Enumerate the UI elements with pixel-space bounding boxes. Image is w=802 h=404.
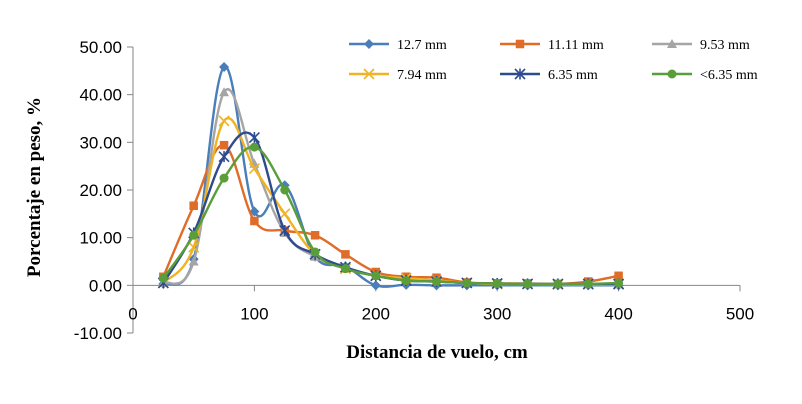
data-point <box>614 271 623 281</box>
legend-item: 12.7 mm <box>349 38 447 53</box>
legend-label: 11.11 mm <box>548 38 604 53</box>
series-5 <box>158 142 624 289</box>
data-point <box>219 62 230 73</box>
y-tick-label: 40.00 <box>79 86 122 105</box>
x-tick-label: 0 <box>128 304 137 323</box>
data-point <box>370 280 381 291</box>
data-point <box>218 151 230 163</box>
x-tick-label: 500 <box>726 304 754 323</box>
data-point <box>401 276 411 286</box>
x-tick-label: 200 <box>362 304 390 323</box>
x-axis-title: Distancia de vuelo, cm <box>346 342 528 363</box>
y-tick-label: 0.00 <box>89 276 122 295</box>
legend-item: <6.35 mm <box>652 68 758 83</box>
x-tick-label: 300 <box>483 304 511 323</box>
legend-item: 11.11 mm <box>500 38 604 53</box>
legend-marker <box>667 39 677 48</box>
series-4 <box>157 131 625 290</box>
data-point <box>188 256 199 266</box>
data-point <box>432 277 441 287</box>
data-point <box>553 279 563 289</box>
legend-label: <6.35 mm <box>700 68 758 83</box>
data-point <box>279 224 291 237</box>
legend-label: 12.7 mm <box>397 38 447 53</box>
data-point <box>371 271 381 281</box>
legend-label: 6.35 mm <box>548 68 598 83</box>
data-point <box>341 250 350 259</box>
legend-label: 7.94 mm <box>397 68 447 83</box>
legend-item: 7.94 mm <box>349 68 447 83</box>
legend-marker <box>667 69 677 79</box>
series-line <box>162 145 619 286</box>
data-point <box>310 247 320 257</box>
data-point <box>218 115 230 127</box>
data-point <box>310 231 320 240</box>
y-tick-label: 10.00 <box>79 229 122 248</box>
data-point <box>219 173 229 183</box>
data-point <box>583 279 593 289</box>
data-point <box>340 264 350 274</box>
data-point <box>248 132 260 144</box>
y-axis-title: Porcentaje en peso, % <box>24 97 45 277</box>
data-point <box>492 278 502 288</box>
legend-marker <box>514 68 526 80</box>
data-point <box>189 201 198 210</box>
data-point <box>614 278 624 288</box>
legend-marker <box>364 39 374 49</box>
x-tick-label: 100 <box>240 304 268 323</box>
data-point <box>188 241 200 253</box>
legend-marker <box>363 68 375 80</box>
data-point <box>249 142 259 152</box>
legend-marker <box>515 39 525 49</box>
series-1 <box>159 140 623 289</box>
data-point <box>158 273 168 283</box>
data-point <box>280 185 290 195</box>
y-tick-label: 50.00 <box>79 38 122 57</box>
data-point <box>219 87 230 97</box>
legend-item: 6.35 mm <box>500 68 598 83</box>
data-point <box>219 140 229 150</box>
data-point <box>250 216 259 226</box>
data-point <box>189 230 199 240</box>
legend: 12.7 mm 11.11 mm 9.53 mm 7.94 mm 6.35 mm <6.3… <box>349 38 758 83</box>
data-point <box>248 162 260 175</box>
legend-item: 9.53 mm <box>652 38 750 53</box>
legend-label: 9.53 mm <box>700 38 750 53</box>
y-tick-label: -10.00 <box>74 324 122 343</box>
x-tick-label: 400 <box>604 304 632 323</box>
series-layer <box>157 62 625 291</box>
series-line <box>162 65 619 288</box>
y-tick-label: 20.00 <box>79 181 122 200</box>
data-point <box>279 208 291 220</box>
data-point <box>462 278 472 288</box>
data-point <box>523 279 533 289</box>
axes: -10.00 0.00 10.00 20.00 30.00 40.00 50.00 0 100 2… <box>74 38 754 343</box>
y-tick-label: 30.00 <box>79 133 122 152</box>
